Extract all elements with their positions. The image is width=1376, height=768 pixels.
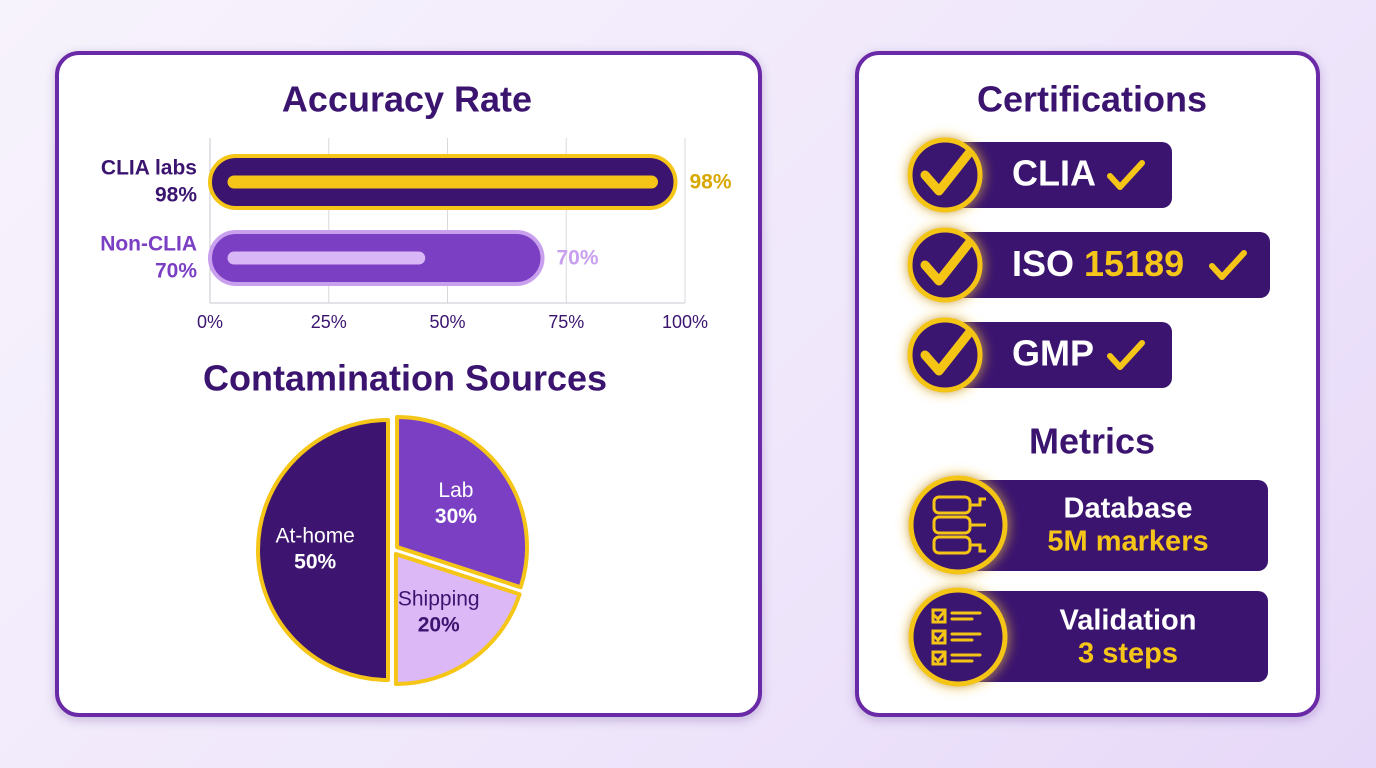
x-tick-label: 0%	[197, 312, 223, 332]
left-panel	[55, 51, 762, 717]
checklist-icon	[931, 608, 982, 666]
cert-name: GMP	[1012, 333, 1094, 374]
value-label: 98%	[690, 171, 732, 194]
x-tick-label: 75%	[548, 312, 584, 332]
category-label: CLIA labs	[101, 157, 197, 180]
database-icon	[932, 495, 986, 555]
section-title: Certifications	[977, 79, 1207, 120]
metric-badges	[908, 475, 1008, 687]
x-tick-label: 50%	[429, 312, 465, 332]
metric-pill	[960, 591, 1268, 682]
check-icon	[1107, 340, 1145, 370]
cert-number: 15189	[1084, 243, 1184, 284]
section-title: Metrics	[1029, 421, 1155, 462]
slice-label: Shipping	[398, 587, 480, 610]
chart-title: Accuracy Rate	[282, 79, 532, 120]
slice-value: 30%	[435, 505, 477, 528]
cert-name: CLIA	[1012, 153, 1096, 194]
metric-pill	[960, 480, 1268, 571]
slice-value: 50%	[294, 551, 336, 574]
x-tick-label: 25%	[311, 312, 347, 332]
badge-check	[920, 328, 974, 376]
metric-value: 5M markers	[1047, 526, 1208, 558]
slice-label: At-home	[276, 525, 355, 548]
cert-pill	[940, 142, 1172, 208]
cert-name: ISO	[1012, 243, 1074, 284]
badge-check	[920, 238, 974, 286]
chart-title: Contamination Sources	[203, 358, 607, 399]
slice-label: Lab	[438, 479, 473, 502]
cert-pill	[940, 322, 1172, 388]
category-value: 70%	[155, 260, 197, 283]
pie-slice	[256, 418, 390, 682]
check-icon	[1209, 250, 1247, 280]
badge	[908, 587, 1008, 687]
cert-badges	[907, 137, 983, 393]
x-tick-label: 100%	[662, 312, 708, 332]
slice-value: 20%	[418, 613, 460, 636]
check-icon	[1107, 160, 1145, 190]
category-label: Non-CLIA	[100, 233, 197, 256]
pie-slice	[393, 552, 522, 687]
category-value: 98%	[155, 184, 197, 207]
cert-pill	[940, 232, 1270, 298]
metric-label: Database	[1064, 493, 1193, 525]
metric-value: 3 steps	[1078, 638, 1178, 670]
metric-label: Validation	[1060, 605, 1197, 637]
cert-name: ISO 15189	[1012, 243, 1184, 284]
badge	[908, 475, 1008, 575]
charts: Accuracy Rate Contamination Sources 0% 25…	[100, 79, 732, 687]
value-label: 70%	[557, 247, 599, 270]
pie-slice	[395, 415, 530, 590]
certifications-panel: Certifications CLIA ISO 15189 GMP Metric…	[907, 79, 1270, 687]
badge-check	[920, 148, 974, 196]
